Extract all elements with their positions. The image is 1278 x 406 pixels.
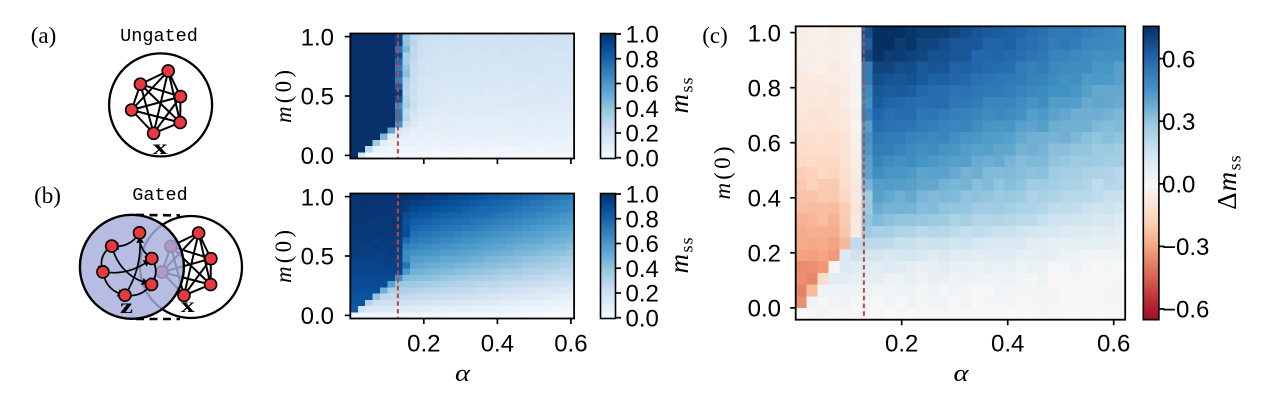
svg-text:1.0: 1.0	[626, 22, 659, 49]
svg-text:m(0): m(0)	[271, 230, 296, 283]
svg-text:0.6: 0.6	[626, 231, 659, 258]
svg-text:0.2: 0.2	[626, 121, 659, 148]
svg-text:0.5: 0.5	[301, 84, 334, 111]
svg-text:0.6: 0.6	[1097, 331, 1130, 358]
svg-text:0.6: 0.6	[1162, 46, 1195, 73]
svg-text:0.5: 0.5	[301, 244, 334, 271]
svg-text:0.8: 0.8	[626, 46, 659, 73]
svg-text:α: α	[455, 361, 470, 387]
svg-text:Ungated: Ungated	[120, 26, 198, 47]
svg-text:0.2: 0.2	[748, 241, 781, 268]
svg-text:(b): (b)	[34, 183, 61, 208]
svg-text:0.4: 0.4	[481, 331, 514, 358]
svg-text:0.6: 0.6	[626, 71, 659, 98]
svg-text:0.6: 0.6	[748, 130, 781, 157]
svg-text:0.0: 0.0	[748, 296, 781, 323]
svg-text:1.0: 1.0	[301, 184, 334, 211]
svg-text:0.2: 0.2	[885, 331, 918, 358]
svg-text:−0.3: −0.3	[1162, 234, 1209, 261]
svg-text:0.4: 0.4	[991, 331, 1024, 358]
svg-text:0.4: 0.4	[626, 96, 659, 123]
svg-text:x: x	[153, 135, 169, 159]
svg-text:0.8: 0.8	[748, 75, 781, 102]
svg-text:1.0: 1.0	[626, 182, 659, 209]
svg-text:Gated: Gated	[132, 185, 188, 206]
svg-text:0.0: 0.0	[301, 303, 334, 330]
svg-text:0.8: 0.8	[626, 206, 659, 233]
svg-text:z: z	[120, 294, 133, 318]
svg-text:0.0: 0.0	[301, 143, 334, 170]
svg-text:0.2: 0.2	[626, 281, 659, 308]
svg-text:1.0: 1.0	[301, 24, 334, 51]
svg-text:0.6: 0.6	[554, 331, 587, 358]
svg-text:0.0: 0.0	[626, 145, 659, 172]
svg-text:α: α	[954, 361, 969, 387]
svg-text:0.4: 0.4	[748, 186, 781, 213]
svg-text:(a): (a)	[31, 23, 57, 48]
svg-text:0.0: 0.0	[626, 305, 659, 332]
svg-text:x: x	[181, 293, 196, 317]
svg-text:0.3: 0.3	[1162, 109, 1195, 136]
svg-text:(c): (c)	[702, 23, 728, 48]
svg-text:1.0: 1.0	[748, 20, 781, 47]
svg-text:0.4: 0.4	[626, 256, 659, 283]
svg-text:0.0: 0.0	[1162, 172, 1195, 199]
svg-text:0.2: 0.2	[407, 331, 440, 358]
svg-text:m(0): m(0)	[710, 147, 735, 200]
svg-text:−0.6: −0.6	[1162, 297, 1209, 324]
svg-text:m(0): m(0)	[271, 70, 296, 123]
